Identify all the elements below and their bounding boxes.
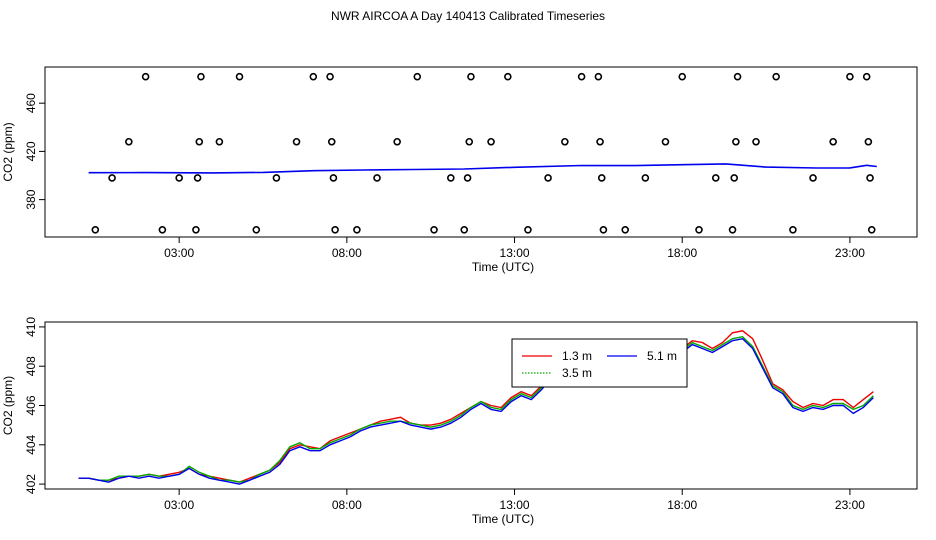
calibration-point <box>393 137 401 146</box>
calibration-point <box>733 72 742 81</box>
legend-label: 5.1 m <box>647 349 677 363</box>
panel-1-y-tick-label: 460 <box>24 93 38 113</box>
panel-2-y-tick-label: 402 <box>24 474 38 494</box>
panel-2-y-tick-label: 404 <box>24 434 38 454</box>
calibration-point <box>504 72 512 81</box>
calibration-point <box>678 72 687 81</box>
calibration-point <box>192 225 200 234</box>
calibration-point <box>252 225 261 234</box>
calibration-point <box>430 225 438 234</box>
calibration-point <box>331 225 339 234</box>
panel-1-x-tick-label: 08:00 <box>332 246 362 260</box>
calibration-point <box>215 137 224 146</box>
calibration-point <box>175 174 183 182</box>
calibration-point <box>730 174 739 182</box>
calibration-point <box>141 72 150 81</box>
calibration-point <box>197 72 205 81</box>
chart-title: NWR AIRCOA A Day 140413 Calibrated Times… <box>330 9 606 23</box>
calibration-point <box>108 174 116 182</box>
calibration-point <box>596 137 604 146</box>
calibration-point <box>864 137 873 146</box>
calibration-point <box>641 174 650 182</box>
calibration-point <box>829 137 837 146</box>
panel-2-x-tick-label: 08:00 <box>332 498 362 512</box>
calibration-point <box>862 72 871 81</box>
calibration-point <box>809 174 817 182</box>
calibration-point <box>695 225 703 234</box>
calibration-point <box>460 225 469 234</box>
calibration-point <box>329 174 338 182</box>
air-series-line <box>88 163 877 174</box>
panel-2-x-tick-label: 23:00 <box>835 498 865 512</box>
panel-1-x-axis-label: Time (UTC) <box>472 260 534 274</box>
panel-1-x-tick-label: 13:00 <box>500 246 530 260</box>
panel-1-x-tick-label: 03:00 <box>164 246 194 260</box>
calibration-point <box>594 72 603 81</box>
calibration-point <box>732 137 740 146</box>
calibration-point <box>195 137 204 146</box>
calibration-point <box>326 72 334 81</box>
calibration-point <box>309 72 318 81</box>
calibration-point <box>272 174 281 182</box>
calibration-point <box>487 137 495 146</box>
panel-1-x-tick-label: 18:00 <box>667 246 697 260</box>
calibration-point <box>292 137 301 146</box>
panel-1-frame <box>44 66 918 238</box>
calibration-point <box>463 174 472 182</box>
calibration-point <box>867 225 876 234</box>
calibration-point <box>524 225 532 234</box>
calibration-point <box>413 72 422 81</box>
panel-2-y-tick-label: 410 <box>24 317 38 337</box>
panel-1-x-tick-label: 23:00 <box>835 246 865 260</box>
calibration-point <box>235 72 244 81</box>
calibration-point <box>373 174 381 182</box>
panel-2-y-tick-label: 406 <box>24 395 38 415</box>
calibration-point <box>577 72 586 81</box>
legend-label: 3.5 m <box>562 366 592 380</box>
calibration-point <box>789 225 797 234</box>
panel-1-y-tick-label: 380 <box>24 189 38 209</box>
series-line-3-5-m <box>78 335 874 483</box>
calibration-point <box>91 225 100 234</box>
panel-1-y-tick-label: 420 <box>24 141 38 161</box>
calibration-point <box>599 225 608 234</box>
calibration-point <box>327 137 336 146</box>
calibration-point <box>561 137 569 146</box>
calibration-point <box>846 72 854 81</box>
calibration-point <box>621 225 630 234</box>
calibration-point <box>125 137 133 146</box>
calibration-point <box>193 174 202 182</box>
legend-label: 1.3 m <box>562 349 592 363</box>
panel-2-x-tick-label: 13:00 <box>500 498 530 512</box>
calibration-point <box>752 137 760 146</box>
calibration-point <box>447 174 455 182</box>
calibration-point <box>661 137 670 146</box>
calibration-point <box>772 72 780 81</box>
calibration-point <box>711 174 720 182</box>
panel-2-x-axis-label: Time (UTC) <box>472 512 534 526</box>
calibration-point <box>866 174 874 182</box>
legend-box <box>511 338 688 388</box>
calibration-point <box>467 72 475 81</box>
panel-2-y-tick-label: 408 <box>24 356 38 376</box>
series-line-5-1-m <box>78 337 874 485</box>
panel-2-y-axis-label: CO2 (ppm) <box>1 376 15 435</box>
calibration-point <box>544 174 552 182</box>
panel-2-frame <box>44 321 918 490</box>
calibration-point <box>728 225 737 234</box>
calibration-point <box>158 225 167 234</box>
panel-1-y-axis-label: CO2 (ppm) <box>1 122 15 181</box>
calibration-point <box>353 225 361 234</box>
calibration-point <box>465 137 474 146</box>
panel-2-x-tick-label: 18:00 <box>667 498 697 512</box>
panel-2-x-tick-label: 03:00 <box>164 498 194 512</box>
calibration-point <box>597 174 606 182</box>
